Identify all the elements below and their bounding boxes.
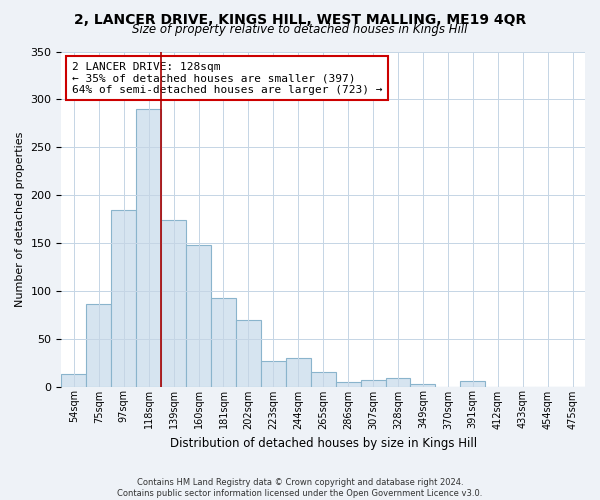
Text: 2 LANCER DRIVE: 128sqm
← 35% of detached houses are smaller (397)
64% of semi-de: 2 LANCER DRIVE: 128sqm ← 35% of detached… — [72, 62, 382, 95]
Bar — [361, 380, 386, 386]
Bar — [261, 360, 286, 386]
Bar — [211, 298, 236, 386]
Bar — [186, 245, 211, 386]
Bar — [286, 358, 311, 386]
Bar — [335, 382, 361, 386]
Bar — [136, 109, 161, 386]
Bar — [236, 320, 261, 386]
Bar — [311, 372, 335, 386]
Bar — [61, 374, 86, 386]
Text: Contains HM Land Registry data © Crown copyright and database right 2024.
Contai: Contains HM Land Registry data © Crown c… — [118, 478, 482, 498]
Y-axis label: Number of detached properties: Number of detached properties — [15, 132, 25, 306]
Bar — [460, 381, 485, 386]
Bar — [161, 220, 186, 386]
Bar — [86, 304, 111, 386]
Bar — [410, 384, 436, 386]
Bar — [111, 210, 136, 386]
Text: Size of property relative to detached houses in Kings Hill: Size of property relative to detached ho… — [133, 22, 467, 36]
X-axis label: Distribution of detached houses by size in Kings Hill: Distribution of detached houses by size … — [170, 437, 477, 450]
Bar — [386, 378, 410, 386]
Text: 2, LANCER DRIVE, KINGS HILL, WEST MALLING, ME19 4QR: 2, LANCER DRIVE, KINGS HILL, WEST MALLIN… — [74, 12, 526, 26]
